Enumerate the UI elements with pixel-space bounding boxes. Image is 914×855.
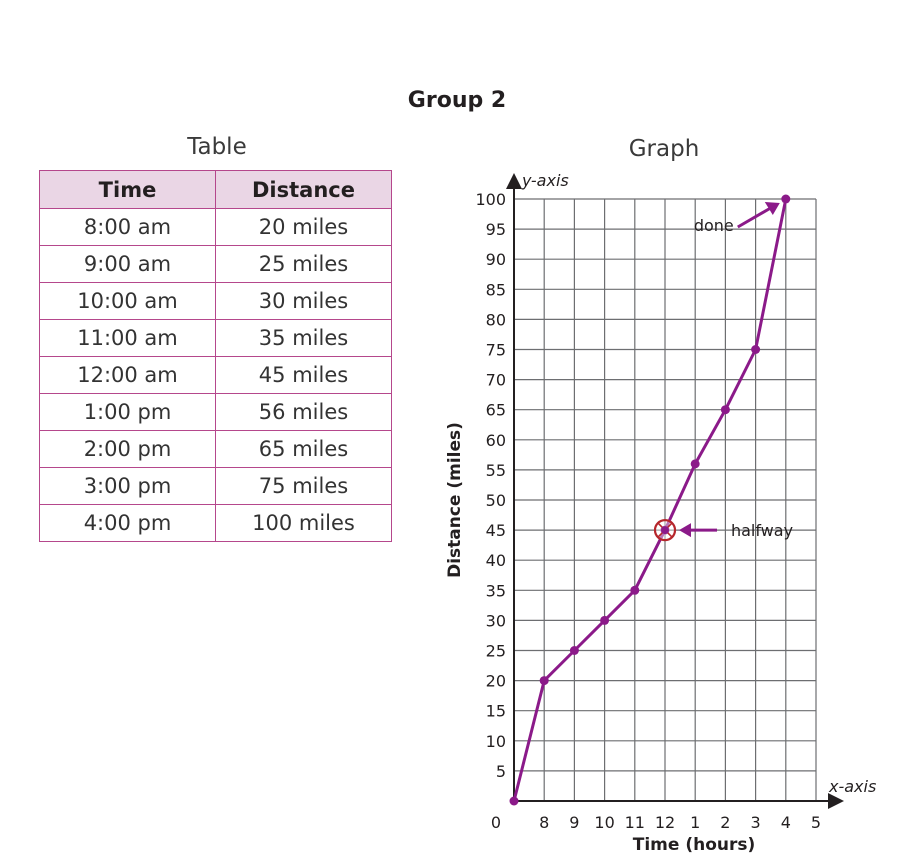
distance-cell: 100 miles bbox=[215, 504, 392, 542]
table-header-row: Time Distance bbox=[39, 170, 392, 209]
x-axis-title: Time (hours) bbox=[633, 835, 756, 855]
x-tick-label: 12 bbox=[655, 813, 675, 832]
time-cell: 2:00 pm bbox=[39, 430, 216, 468]
annotation-arrow-head bbox=[679, 523, 691, 538]
table-row: 12:00 am 45 miles bbox=[39, 356, 392, 394]
x-tick-label: 5 bbox=[811, 813, 821, 832]
y-tick-label: 70 bbox=[486, 371, 506, 390]
x-tick-label: 2 bbox=[720, 813, 730, 832]
y-tick-label: 80 bbox=[486, 310, 506, 329]
time-column-header: Time bbox=[39, 170, 216, 209]
grid bbox=[514, 198, 817, 801]
annotation-label: halfway bbox=[731, 521, 793, 540]
y-tick-label: 5 bbox=[496, 762, 506, 781]
series-line bbox=[512, 198, 788, 802]
table-row: 8:00 am 20 miles bbox=[39, 208, 392, 246]
distance-cell: 20 miles bbox=[215, 208, 392, 246]
distance-cell: 65 miles bbox=[215, 430, 392, 468]
distance-column-header: Distance bbox=[215, 170, 392, 209]
y-tick-label: 15 bbox=[486, 702, 506, 721]
table-row: 10:00 am 30 miles bbox=[39, 282, 392, 320]
x-tick-label: 8 bbox=[539, 813, 549, 832]
table-row: 9:00 am 25 miles bbox=[39, 245, 392, 283]
time-cell: 1:00 pm bbox=[39, 393, 216, 431]
x-tick-label: 1 bbox=[690, 813, 700, 832]
time-cell: 12:00 am bbox=[39, 356, 216, 394]
data-point bbox=[690, 459, 700, 469]
x-tick-label: 9 bbox=[569, 813, 579, 832]
y-tick-label: 100 bbox=[475, 190, 506, 209]
time-cell: 10:00 am bbox=[39, 282, 216, 320]
axes bbox=[506, 173, 844, 809]
table-row: 3:00 pm 75 miles bbox=[39, 467, 392, 505]
time-cell: 4:00 pm bbox=[39, 504, 216, 542]
y-tick-label: 30 bbox=[486, 611, 506, 630]
time-cell: 11:00 am bbox=[39, 319, 216, 357]
x-axis-name: x-axis bbox=[828, 777, 876, 796]
time-cell: 3:00 pm bbox=[39, 467, 216, 505]
y-axis-name: y-axis bbox=[521, 171, 569, 190]
y-tick-label: 75 bbox=[486, 341, 506, 360]
data-point bbox=[720, 405, 730, 415]
annotation-arrow-head bbox=[764, 202, 780, 215]
data-point bbox=[781, 194, 791, 204]
data-point bbox=[600, 615, 610, 625]
y-tick-label: 90 bbox=[486, 250, 506, 269]
y-tick-label: 40 bbox=[486, 551, 506, 570]
page-title: Group 2 bbox=[407, 88, 507, 113]
y-tick-label: 95 bbox=[486, 220, 506, 239]
data-point bbox=[661, 526, 669, 535]
y-axis-title: Distance (miles) bbox=[445, 422, 465, 578]
y-tick-label: 50 bbox=[486, 491, 506, 510]
data-point bbox=[630, 585, 640, 595]
table-caption: Table bbox=[187, 134, 247, 160]
y-tick-label: 35 bbox=[486, 581, 506, 600]
time-cell: 8:00 am bbox=[39, 208, 216, 246]
time-distance-table: Time Distance 8:00 am 20 miles 9:00 am 25 … bbox=[39, 170, 392, 542]
x-tick-label: 10 bbox=[594, 813, 614, 832]
graph-title: Graph bbox=[629, 136, 700, 162]
y-tick-label: 10 bbox=[486, 732, 506, 751]
y-tick-label: 65 bbox=[486, 401, 506, 420]
distance-cell: 35 miles bbox=[215, 319, 392, 357]
tick-labels: 5101520253035404550556065707580859095100… bbox=[475, 190, 821, 832]
y-tick-label: 55 bbox=[486, 461, 506, 480]
table-row: 4:00 pm 100 miles bbox=[39, 504, 392, 542]
table-row: 11:00 am 35 miles bbox=[39, 319, 392, 357]
data-point bbox=[539, 676, 549, 686]
x-tick-label: 4 bbox=[781, 813, 791, 832]
data-point bbox=[569, 646, 579, 655]
annotation-label: done bbox=[694, 216, 734, 235]
data-point bbox=[751, 345, 761, 354]
x-tick-label: 11 bbox=[625, 813, 645, 832]
y-tick-label: 60 bbox=[486, 431, 506, 450]
time-cell: 9:00 am bbox=[39, 245, 216, 283]
y-tick-label: 20 bbox=[486, 672, 506, 691]
x-tick-label: 0 bbox=[491, 813, 501, 832]
y-tick-label: 85 bbox=[486, 280, 506, 299]
data-point bbox=[509, 796, 519, 806]
x-tick-label: 3 bbox=[751, 813, 761, 832]
distance-cell: 75 miles bbox=[215, 467, 392, 505]
y-tick-label: 25 bbox=[486, 642, 506, 661]
y-tick-label: 45 bbox=[486, 521, 506, 540]
table-row: 1:00 pm 56 miles bbox=[39, 393, 392, 431]
annotations: done halfway bbox=[653, 202, 793, 542]
series bbox=[509, 194, 791, 806]
table-row: 2:00 pm 65 miles bbox=[39, 430, 392, 468]
